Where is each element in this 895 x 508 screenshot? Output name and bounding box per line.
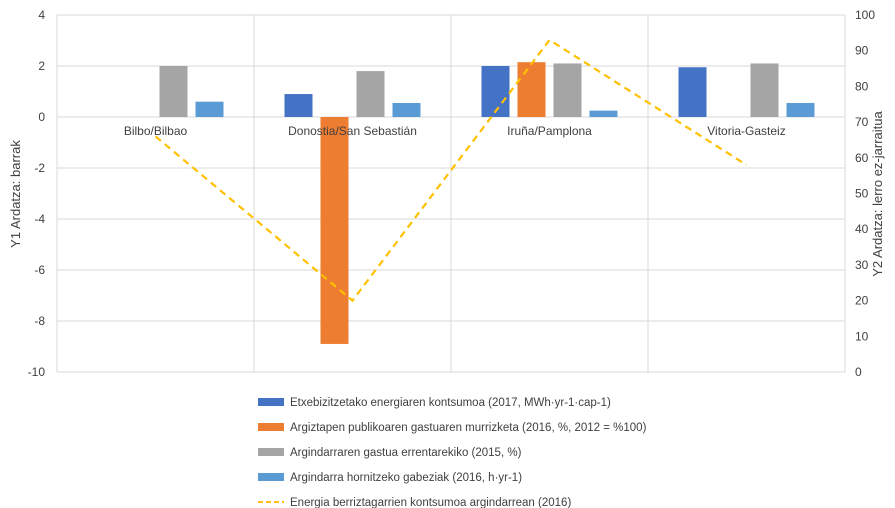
line-series-renewables [154,38,748,303]
bar-series-2 [517,62,546,117]
legend-label: Argindarra hornitzeko gabeziak (2016, h·… [290,472,522,484]
y2-tick-label: 0 [855,365,862,379]
category-label: Vitoria-Gasteiz [707,124,785,138]
legend-swatch [258,473,284,481]
y2-tick-label: 60 [855,151,869,165]
bar-series-3 [356,71,385,117]
y2-tick-label: 50 [855,187,869,201]
y1-tick-label: -10 [28,365,46,379]
legend-swatch [258,398,284,406]
bar-series-4 [392,102,421,117]
category-label: Donostia/San Sebastián [288,124,417,138]
y1-tick-label: 0 [38,110,45,124]
category-labels: Bilbo/Bilbao Donostia/San Sebastián Iruña/… [124,124,786,138]
y2-tick-label: 40 [855,222,869,236]
bar-series-4 [195,101,224,117]
legend: Etxebizitzetako energiaren kontsumoa (20… [258,397,647,508]
bar-series-3 [159,66,188,117]
legend-label: Argiztapen publikoaren gastuaren murrizk… [290,422,647,434]
y2-tick-label: 30 [855,258,869,272]
y2-tick-label: 10 [855,329,869,343]
y2-tick-label: 20 [855,294,869,308]
y1-tick-label: 2 [38,59,45,73]
category-label: Bilbo/Bilbao [124,124,188,138]
bar-series-3 [553,63,582,117]
bar-series-1 [284,94,313,117]
y2-tick-label: 80 [855,79,869,93]
legend-swatch [258,448,284,456]
bar-series-4 [786,102,815,117]
bar-series-4 [589,110,618,117]
y2-tick-label: 100 [855,8,875,22]
legend-label: Etxebizitzetako energiaren kontsumoa (20… [290,397,611,409]
bar-series-2 [320,117,349,344]
category-label: Iruña/Pamplona [507,124,592,138]
y1-axis-label: Y1 Ardatza: barrak [8,140,23,248]
y2-tick-label: 70 [855,115,869,129]
legend-swatch [258,423,284,431]
y1-tick-label: -4 [34,212,45,226]
y1-tick-label: -6 [34,263,45,277]
legend-label: Argindarraren gastua errentarekiko (2015… [290,447,522,459]
bar-series-3 [750,63,779,117]
bars [159,62,815,344]
y1-tick-label: -8 [34,314,45,328]
y1-tick-labels: 4 2 0 -2 -4 -6 -8 -10 [28,8,46,379]
y1-tick-label: -2 [34,161,45,175]
legend-label: Energia berriztagarrien kontsumoa argind… [290,497,571,508]
y2-axis-label: Y2 Ardatza: lerro ez-jarraitua [870,111,885,277]
y2-tick-label: 90 [855,44,869,58]
y1-tick-label: 4 [38,8,45,22]
bar-series-1 [481,66,510,117]
bar-series-1 [678,67,707,117]
grid-layer [56,14,846,373]
line-series [154,38,748,303]
